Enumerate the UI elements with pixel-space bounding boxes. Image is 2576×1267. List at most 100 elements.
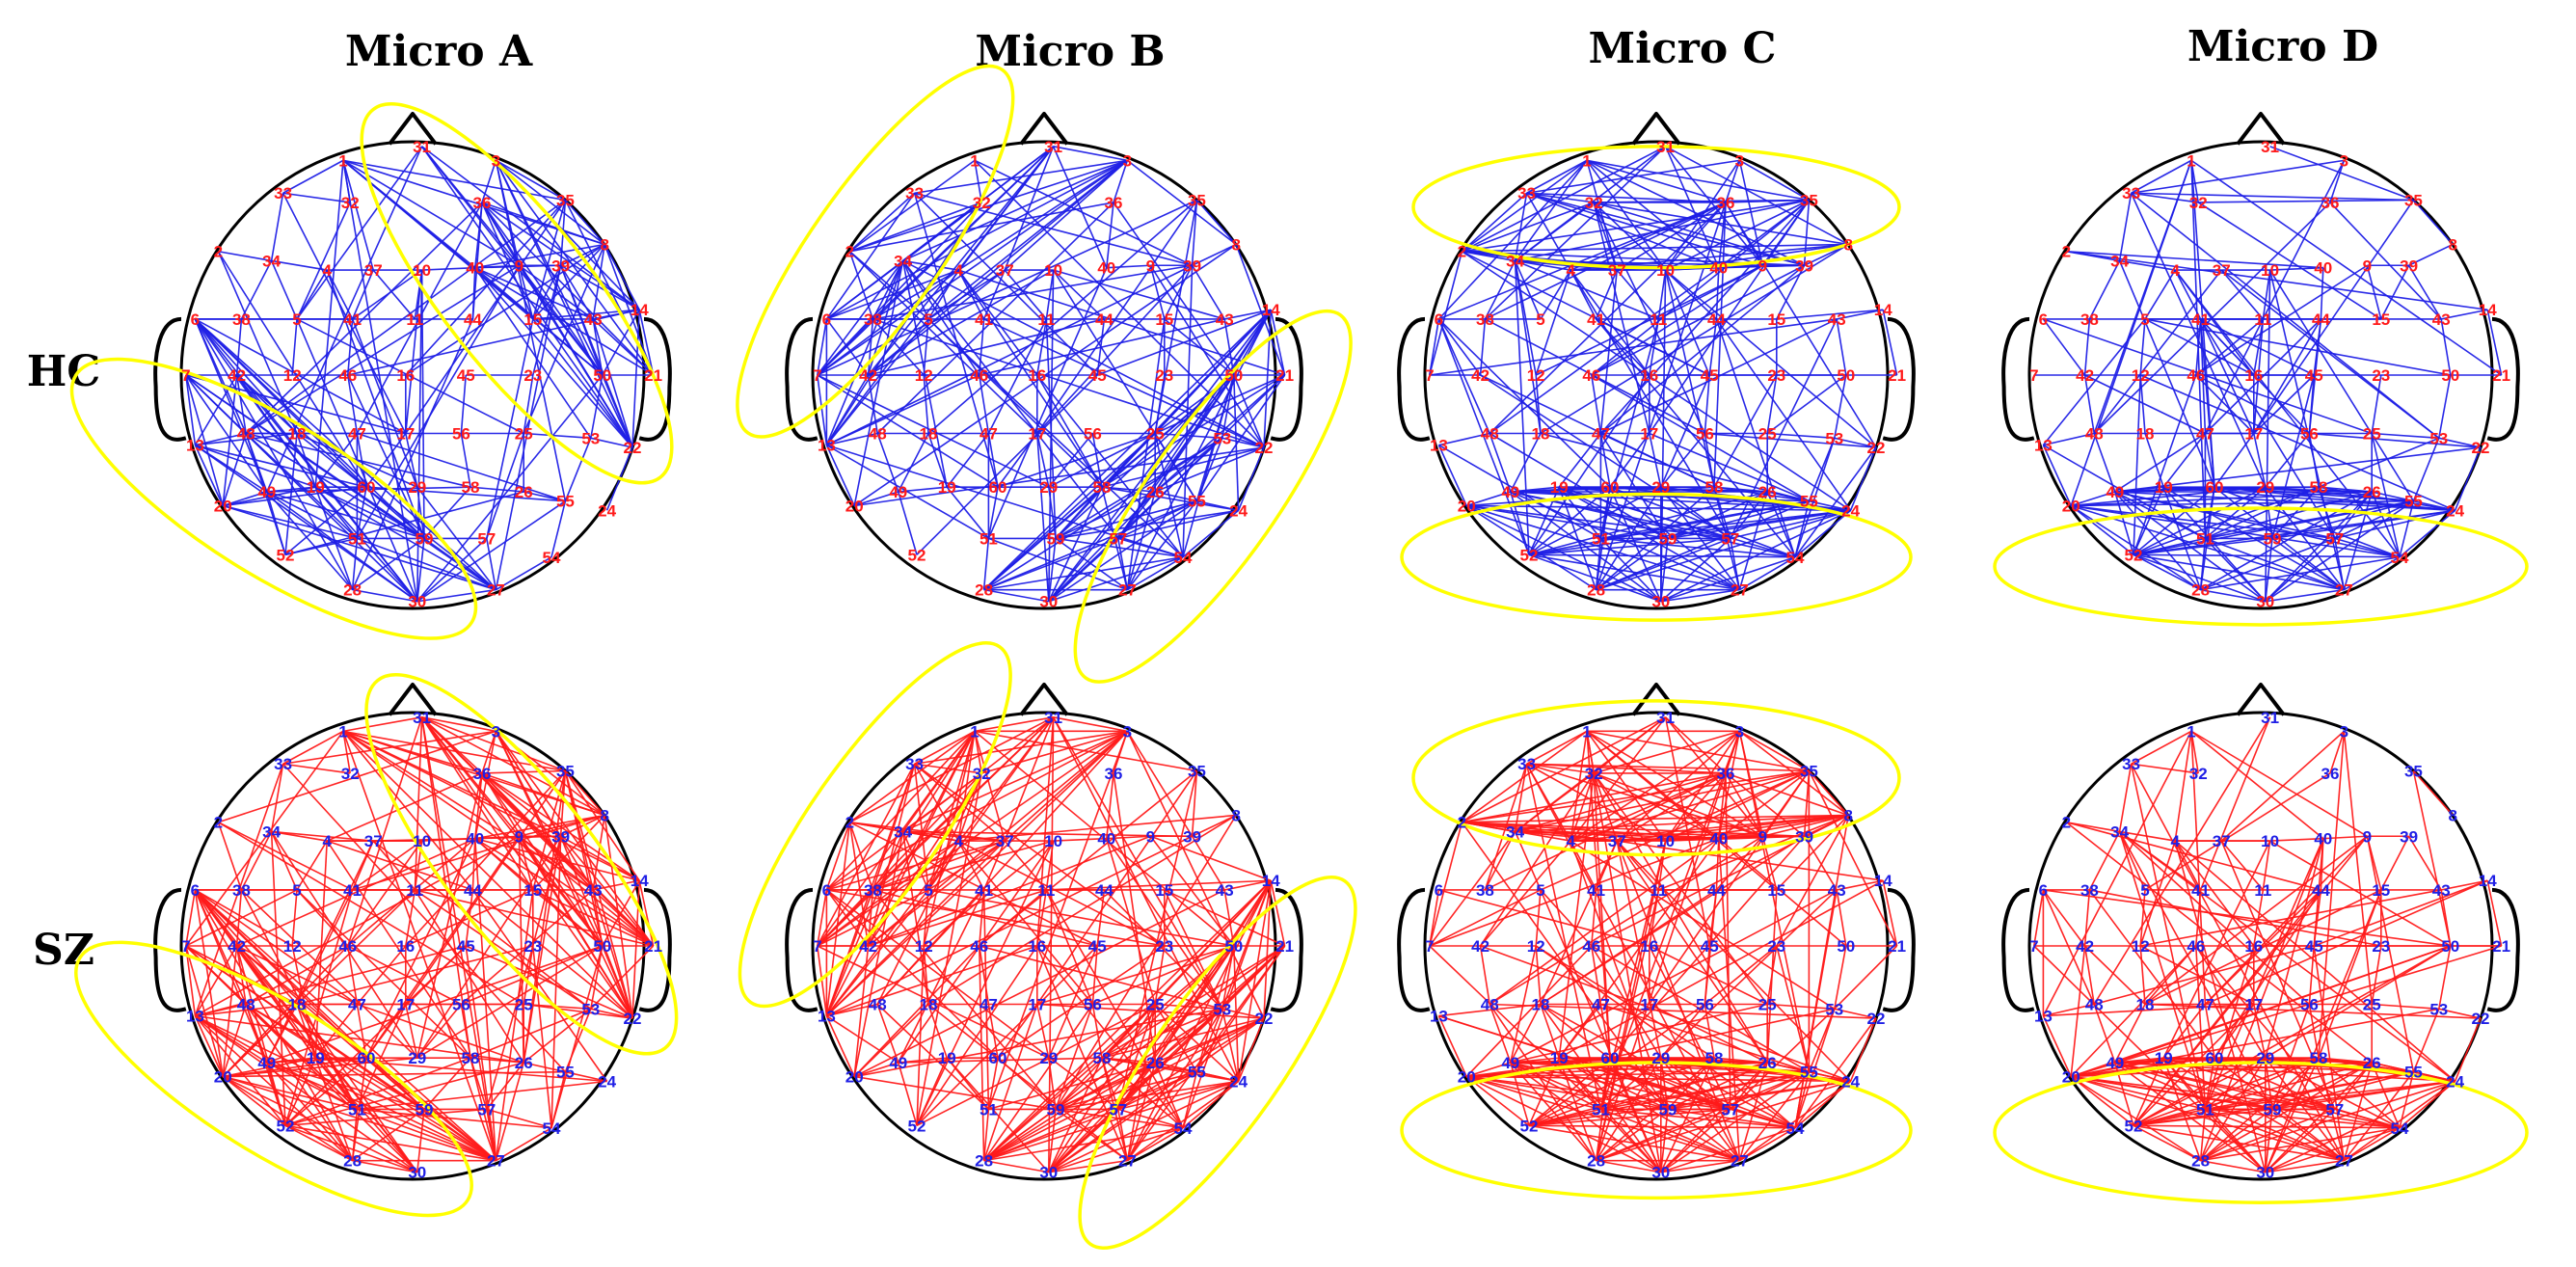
electrode-label-22: 22 xyxy=(1867,439,1886,457)
connection-line xyxy=(1465,1062,1512,1078)
connection-line xyxy=(1036,264,1194,435)
highlight-ellipse xyxy=(74,940,473,1218)
connection-line xyxy=(592,318,655,376)
connection-line xyxy=(352,814,605,891)
connection-line xyxy=(1738,1080,1852,1162)
electrode-label-10: 10 xyxy=(413,832,431,850)
electrode-label-26: 26 xyxy=(1758,483,1777,501)
electrode-label-60: 60 xyxy=(358,478,376,497)
electrode-label-5: 5 xyxy=(924,881,932,900)
connection-line xyxy=(2199,318,2215,488)
electrode-label-29: 29 xyxy=(2256,478,2274,497)
connection-line xyxy=(365,486,566,502)
connection-line xyxy=(817,202,982,376)
connection-line xyxy=(1048,538,1057,602)
connection-line xyxy=(1514,260,1542,320)
connection-line xyxy=(356,487,367,539)
connection-line xyxy=(356,945,407,1006)
electrode-label-28: 28 xyxy=(2191,1152,2210,1171)
electrode-label-21: 21 xyxy=(644,366,662,385)
connection-line xyxy=(913,764,929,891)
connection-line xyxy=(604,244,640,310)
electrode-label-33: 33 xyxy=(905,184,924,202)
connection-line xyxy=(1649,770,1811,1005)
connection-line xyxy=(2265,1062,2373,1173)
electrode-label-13: 13 xyxy=(186,1008,204,1026)
connection-line xyxy=(1528,1108,1601,1127)
electrode-label-8: 8 xyxy=(600,235,608,254)
connection-line xyxy=(1591,945,1662,1059)
electrode-label-30: 30 xyxy=(408,593,426,611)
connection-line xyxy=(495,159,655,376)
electrode-label-40: 40 xyxy=(466,259,484,278)
connection-line xyxy=(876,202,1114,435)
connection-line xyxy=(1593,202,1805,267)
connection-line xyxy=(817,763,916,947)
connection-line xyxy=(1526,730,1588,765)
connection-line xyxy=(266,491,286,555)
connection-line xyxy=(1609,433,1650,488)
connection-line xyxy=(1809,1070,1851,1083)
connection-line xyxy=(236,374,425,540)
electrode-label-48: 48 xyxy=(1481,425,1499,444)
connection-line xyxy=(1660,1127,1796,1173)
connection-line xyxy=(1558,838,1720,1059)
connection-line xyxy=(2454,446,2482,511)
electrode-label-27: 27 xyxy=(1731,1152,1749,1171)
connection-line xyxy=(902,830,1006,842)
connection-line xyxy=(1715,318,1852,511)
electrode-label-55: 55 xyxy=(2404,493,2423,511)
connection-line xyxy=(1808,770,1898,947)
electrode-label-18: 18 xyxy=(288,425,307,444)
connection-line xyxy=(872,260,904,320)
electrode-label-37: 37 xyxy=(1608,832,1626,850)
connection-line xyxy=(194,374,238,446)
connection-line xyxy=(1484,831,1516,891)
connection-line xyxy=(2144,772,2331,891)
connection-line xyxy=(2200,491,2373,591)
connection-line xyxy=(1616,840,1768,1064)
connection-line xyxy=(486,433,524,539)
connection-line xyxy=(1528,1080,1851,1127)
electrode-label-39: 39 xyxy=(2400,827,2418,846)
connection-line xyxy=(854,1008,1222,1078)
electrode-label-42: 42 xyxy=(228,366,246,385)
electrode-label-6: 6 xyxy=(1435,310,1443,329)
connection-line xyxy=(817,945,1050,1059)
electrode-label-57: 57 xyxy=(477,529,496,548)
connection-line xyxy=(2133,1124,2201,1162)
connection-line xyxy=(2042,889,2086,947)
connection-line xyxy=(523,836,562,1064)
connection-line xyxy=(1593,772,1611,1059)
electrode-label-33: 33 xyxy=(905,755,924,773)
connection-line xyxy=(1154,1062,1184,1129)
electrode-label-28: 28 xyxy=(975,1152,993,1171)
connection-line xyxy=(326,269,425,539)
electrode-label-40: 40 xyxy=(1097,830,1115,849)
connection-line xyxy=(1113,160,1129,203)
connection-line xyxy=(266,486,471,493)
electrode-label-59: 59 xyxy=(1659,1100,1677,1119)
connection-line xyxy=(2199,318,2207,434)
connection-line xyxy=(1599,433,1611,488)
connection-line xyxy=(2133,486,2164,555)
connection-line xyxy=(2334,1108,2401,1129)
electrode-label-44: 44 xyxy=(2312,310,2330,329)
connection-line xyxy=(914,763,982,774)
connection-line xyxy=(195,835,520,1017)
electrode-label-40: 40 xyxy=(1709,830,1728,849)
connection-line xyxy=(2412,769,2454,817)
connection-line xyxy=(1515,769,1810,833)
connection-line xyxy=(1649,945,1768,1006)
connection-line xyxy=(1437,318,1490,434)
connection-line xyxy=(284,537,358,556)
connection-line xyxy=(532,243,605,320)
connection-line xyxy=(1767,432,1835,440)
electrode-label-7: 7 xyxy=(813,366,821,385)
connection-line xyxy=(1882,880,1898,947)
left-ear-outline xyxy=(785,316,818,442)
connection-line xyxy=(1649,945,1731,1110)
connection-line xyxy=(1223,318,1235,376)
electrode-label-45: 45 xyxy=(2305,366,2323,385)
